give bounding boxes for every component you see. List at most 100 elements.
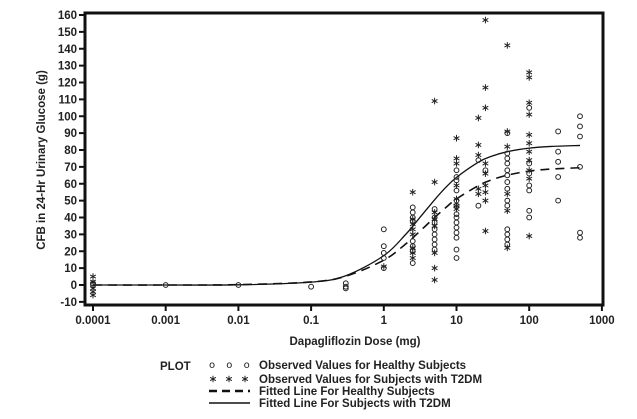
healthy-observed-point: [577, 229, 583, 236]
healthy-observed-point: [504, 167, 511, 174]
healthy-observed-point: [555, 174, 562, 180]
legend-asterisk: [241, 375, 249, 383]
t2dm-observed-point: [482, 160, 489, 167]
t2dm-observed-point: [431, 264, 438, 272]
y-tick-label: 10: [64, 263, 77, 275]
t2dm-observed-point: [526, 131, 533, 139]
healthy-observed-point: [380, 255, 387, 261]
x-tick-label: 10: [450, 315, 463, 327]
healthy-observed-point: [526, 104, 533, 111]
y-tick-label: 50: [64, 196, 77, 208]
y-axis-title: CFB in 24-Hr Urinary Glucose (g): [36, 70, 48, 250]
t2dm-observed-point: [475, 190, 482, 198]
healthy-observed-point: [475, 202, 482, 209]
y-tick-label: 120: [58, 78, 77, 90]
t2dm-observed-point: [431, 97, 438, 105]
y-tick-label: -10: [60, 297, 77, 309]
healthy-observed-point: [526, 187, 533, 194]
healthy-observed-point: [526, 207, 533, 214]
t2dm-observed-point: [409, 254, 416, 262]
y-tick-label: 30: [64, 229, 77, 241]
y-tick-label: 110: [58, 94, 77, 106]
healthy-observed-point: [504, 185, 511, 192]
t2dm-observed-point: [431, 178, 438, 186]
t2dm-observed-point: [526, 156, 533, 164]
t2dm-observed-point: [453, 160, 460, 167]
legend: PLOT o o o Observed Values for Healthy S…: [160, 360, 482, 410]
healthy-observed-point: [162, 282, 169, 288]
healthy-observed-point: [453, 246, 460, 253]
healthy-observed-point: [453, 219, 460, 226]
x-tick-label: 100: [520, 315, 539, 327]
healthy-observed-point: [577, 133, 583, 140]
t2dm-observed-point: [475, 141, 482, 149]
t2dm-observed-point: [526, 232, 533, 240]
plot-frame: [83, 11, 605, 307]
healthy-observed-point: [555, 148, 562, 155]
healthy-observed-point: [453, 234, 460, 241]
y-tick-label: 140: [58, 44, 77, 56]
legend-label-healthy-fit: Fitted Line For Healthy Subjects: [259, 386, 435, 398]
t2dm-observed-point: [504, 42, 511, 49]
y-tick-label: 150: [58, 27, 77, 39]
healthy-observed-point: [555, 158, 562, 165]
t2dm-observed-point: [431, 222, 438, 230]
x-tick-label: 1: [381, 315, 388, 327]
x-axis: 0.0001 0.001 0.01 0.1 1 10 100 1000: [75, 305, 615, 327]
fitted-lines: [92, 144, 581, 286]
healthy-observed-point: [577, 123, 583, 130]
t2dm-observed-point: [431, 249, 438, 257]
y-axis: -10 0 10 20 30 40 50 60 70 80 90 100 110 120 130 140 150…: [58, 10, 85, 309]
healthy-observed-point: [431, 231, 438, 238]
legend-label-t2dm-fit: Fitted Line For Subjects with T2DM: [259, 398, 451, 410]
healthy-observed-point: [555, 128, 562, 135]
healthy-observed-point: [504, 236, 511, 243]
t2dm-observed-point: [453, 134, 460, 142]
healthy-observed-point: [504, 179, 511, 185]
t2dm-observed-point: [89, 278, 97, 285]
t2dm-observed-point: [526, 99, 533, 107]
y-tick-label: 90: [64, 128, 77, 140]
healthy-observed-point: [342, 285, 349, 292]
healthy-observed-point: [409, 204, 416, 211]
fitted-line-t2dm: [92, 144, 581, 286]
t2dm-observed-point: [431, 209, 438, 216]
y-tick-label: 80: [64, 145, 77, 157]
healthy-observed-point: [235, 282, 242, 288]
t2dm-observed-point: [504, 143, 511, 150]
t2dm-observed-point: [453, 182, 460, 189]
healthy-observed-point: [409, 209, 416, 216]
y-tick-label: 20: [64, 246, 77, 258]
t2dm-observed-point: [482, 84, 489, 91]
t2dm-observed-point: [409, 231, 416, 238]
x-tick-label: 0.0001: [75, 315, 111, 327]
healthy-observed-point: [453, 229, 460, 236]
healthy-observed-point: [342, 283, 349, 290]
healthy-observed-point: [380, 243, 387, 250]
t2dm-observed-point: [482, 16, 489, 24]
healthy-observed-point: [453, 214, 460, 221]
healthy-observed-point: [380, 250, 387, 256]
t2dm-observed-point: [453, 195, 460, 203]
healthy-observed-point: [453, 224, 460, 231]
healthy-observed-point: [504, 172, 511, 179]
t2dm-observed-point: [482, 182, 489, 189]
legend-title: PLOT: [160, 361, 191, 373]
x-axis-title: Dapagliflozin Dose (mg): [290, 336, 421, 348]
observed-points: [89, 16, 583, 299]
y-tick-label: 60: [64, 179, 77, 191]
t2dm-observed-point: [482, 227, 489, 235]
t2dm-observed-point: [482, 188, 489, 196]
healthy-observed-point: [555, 197, 562, 204]
t2dm-observed-point: [526, 111, 533, 118]
y-tick-label: 70: [64, 162, 77, 174]
legend-label-t2dm-observed: Observed Values for Subjects with T2DM: [259, 374, 482, 386]
t2dm-observed-point: [453, 205, 460, 213]
healthy-observed-point: [431, 236, 438, 243]
y-tick-label: 130: [58, 61, 77, 73]
healthy-observed-point: [526, 182, 533, 189]
t2dm-observed-point: [409, 188, 416, 196]
t2dm-observed-point: [431, 215, 438, 223]
legend-asterisk: [225, 375, 233, 383]
